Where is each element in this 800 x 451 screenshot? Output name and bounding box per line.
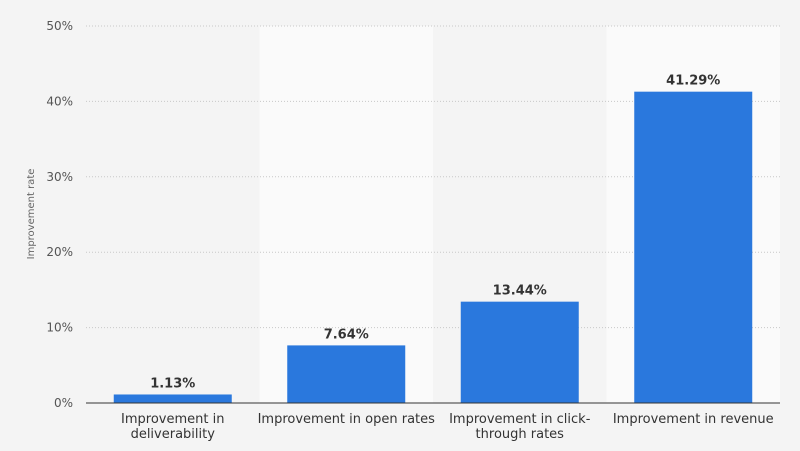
- y-tick-label: 0%: [54, 396, 73, 410]
- y-tick-label: 30%: [46, 170, 73, 184]
- x-axis-category-labels: Improvement in deliverability Improvement …: [121, 412, 774, 442]
- data-label: 1.13%: [150, 376, 195, 391]
- bar: [113, 394, 232, 403]
- x-category-label: Improvement in open rates: [258, 412, 436, 427]
- y-tick-label: 40%: [46, 94, 73, 108]
- x-category-label: Improvement in revenue: [613, 412, 774, 427]
- bar: [460, 301, 579, 403]
- y-axis-ticks: 0% 10% 20% 30% 40% 50%: [46, 19, 73, 410]
- bars: [113, 91, 753, 403]
- category-band: [259, 26, 433, 403]
- y-tick-label: 10%: [46, 321, 73, 335]
- bar: [287, 345, 406, 403]
- y-tick-label: 20%: [46, 245, 73, 259]
- data-labels: 1.13% 7.64% 13.44% 41.29%: [150, 74, 720, 392]
- data-label: 7.64%: [324, 327, 369, 342]
- y-tick-label: 50%: [46, 19, 73, 33]
- x-category-label: Improvement in click-through rates: [449, 412, 591, 442]
- data-label: 13.44%: [493, 284, 547, 299]
- bar: [634, 91, 753, 403]
- x-category-label: Improvement in deliverability: [121, 412, 224, 442]
- data-label: 41.29%: [666, 74, 720, 89]
- y-axis-title: Improvement rate: [26, 169, 37, 260]
